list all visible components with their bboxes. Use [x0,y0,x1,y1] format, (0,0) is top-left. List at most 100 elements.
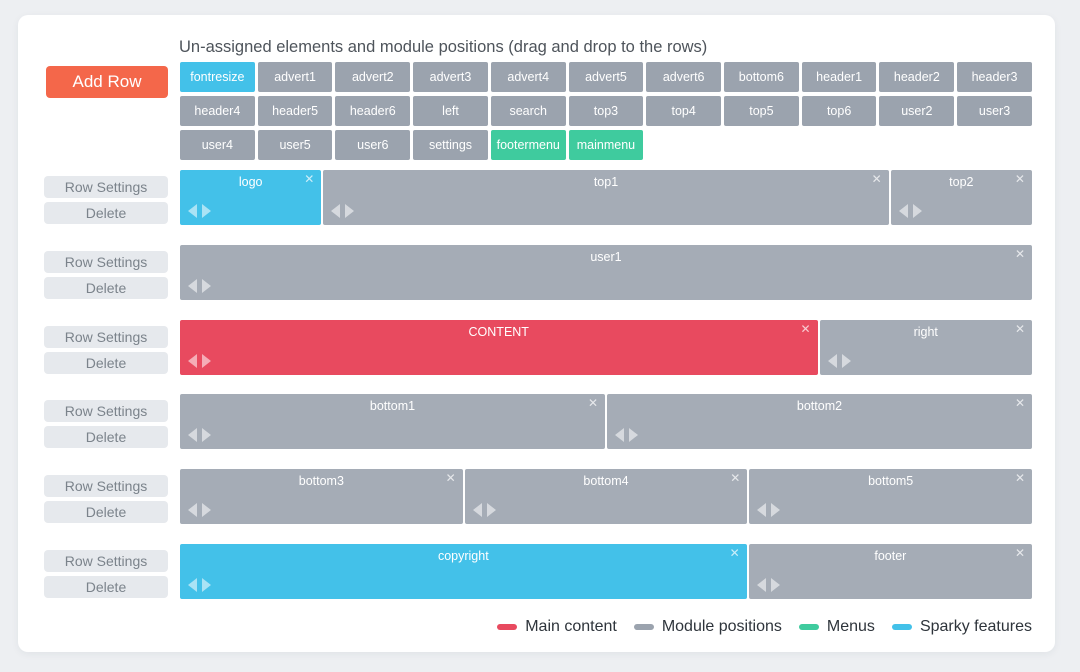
arrow-right-icon[interactable] [770,578,780,592]
chip-bottom6[interactable]: bottom6 [724,62,799,92]
chip-left[interactable]: left [413,96,488,126]
chip-top6[interactable]: top6 [801,96,877,126]
remove-icon[interactable]: ✕ [871,172,882,186]
arrow-left-icon[interactable] [188,279,197,293]
resize-arrows[interactable] [331,204,355,218]
delete-row-button[interactable]: Delete [44,501,168,523]
arrow-left-icon[interactable] [188,503,197,517]
resize-arrows[interactable] [827,354,851,368]
module-block-copyright[interactable]: copyright ✕ [180,544,747,599]
arrow-right-icon[interactable] [202,279,211,293]
module-block-bottom2[interactable]: bottom2 ✕ [607,394,1032,449]
delete-row-button[interactable]: Delete [44,202,168,224]
arrow-right-icon[interactable] [629,428,638,442]
chip-footermenu[interactable]: footermenu [490,130,566,160]
arrow-right-icon[interactable] [486,503,496,517]
arrow-right-icon[interactable] [345,204,355,218]
chip-advert6[interactable]: advert6 [646,62,722,92]
chip-user3[interactable]: user3 [957,96,1032,126]
arrow-left-icon[interactable] [331,204,341,218]
arrow-left-icon[interactable] [472,503,482,517]
arrow-left-icon[interactable] [188,354,197,368]
chip-user5[interactable]: user5 [257,130,333,160]
module-block-user1[interactable]: user1 ✕ [180,245,1032,300]
chip-header6[interactable]: header6 [335,96,411,126]
resize-arrows[interactable] [615,428,638,442]
chip-header1[interactable]: header1 [801,62,877,92]
delete-row-button[interactable]: Delete [44,426,168,448]
remove-icon[interactable]: ✕ [1014,172,1025,186]
chip-user4[interactable]: user4 [180,130,255,160]
remove-icon[interactable]: ✕ [729,546,740,560]
module-block-bottom4[interactable]: bottom4 ✕ [464,469,748,524]
delete-row-button[interactable]: Delete [44,576,168,598]
resize-arrows[interactable] [188,428,211,442]
module-block-bottom5[interactable]: bottom5 ✕ [749,469,1033,524]
arrow-left-icon[interactable] [757,503,767,517]
chip-header4[interactable]: header4 [180,96,255,126]
arrow-left-icon[interactable] [898,204,908,218]
delete-row-button[interactable]: Delete [44,277,168,299]
resize-arrows[interactable] [898,204,922,218]
remove-icon[interactable]: ✕ [730,471,741,485]
chip-user6[interactable]: user6 [335,130,411,160]
module-block-logo[interactable]: logo ✕ [180,170,322,225]
chip-search[interactable]: search [490,96,566,126]
chip-header3[interactable]: header3 [957,62,1032,92]
chip-advert2[interactable]: advert2 [335,62,411,92]
chip-advert4[interactable]: advert4 [490,62,566,92]
module-block-content[interactable]: CONTENT ✕ [180,320,818,375]
arrow-right-icon[interactable] [841,354,851,368]
arrow-right-icon[interactable] [202,354,211,368]
arrow-left-icon[interactable] [188,428,197,442]
resize-arrows[interactable] [188,204,211,218]
remove-icon[interactable]: ✕ [1014,247,1025,261]
module-block-top1[interactable]: top1 ✕ [323,170,889,225]
row-settings-button[interactable]: Row Settings [44,475,168,497]
module-block-bottom3[interactable]: bottom3 ✕ [180,469,463,524]
resize-arrows[interactable] [188,578,211,592]
chip-advert1[interactable]: advert1 [257,62,333,92]
resize-arrows[interactable] [757,503,781,517]
chip-top4[interactable]: top4 [646,96,722,126]
remove-icon[interactable]: ✕ [1014,471,1026,485]
chip-settings[interactable]: settings [413,130,488,160]
chip-header5[interactable]: header5 [257,96,333,126]
chip-mainmenu[interactable]: mainmenu [568,130,644,160]
arrow-right-icon[interactable] [202,204,211,218]
chip-fontresize[interactable]: fontresize [180,62,255,92]
remove-icon[interactable]: ✕ [304,172,315,186]
arrow-left-icon[interactable] [615,428,624,442]
resize-arrows[interactable] [756,578,780,592]
arrow-left-icon[interactable] [188,578,197,592]
chip-user2[interactable]: user2 [879,96,955,126]
row-settings-button[interactable]: Row Settings [44,550,168,572]
module-block-footer[interactable]: footer ✕ [748,544,1032,599]
arrow-right-icon[interactable] [912,204,922,218]
row-settings-button[interactable]: Row Settings [44,176,168,198]
row-settings-button[interactable]: Row Settings [44,251,168,273]
arrow-right-icon[interactable] [202,578,211,592]
resize-arrows[interactable] [188,279,211,293]
chip-advert3[interactable]: advert3 [413,62,488,92]
remove-icon[interactable]: ✕ [1014,322,1025,336]
arrow-left-icon[interactable] [188,204,197,218]
module-block-bottom1[interactable]: bottom1 ✕ [180,394,605,449]
remove-icon[interactable]: ✕ [1014,546,1025,560]
chip-header2[interactable]: header2 [879,62,955,92]
chip-advert5[interactable]: advert5 [568,62,644,92]
remove-icon[interactable]: ✕ [445,471,456,485]
arrow-right-icon[interactable] [202,428,211,442]
remove-icon[interactable]: ✕ [1014,396,1025,410]
arrow-right-icon[interactable] [202,503,211,517]
remove-icon[interactable]: ✕ [800,322,811,336]
chip-top5[interactable]: top5 [724,96,799,126]
arrow-left-icon[interactable] [756,578,766,592]
remove-icon[interactable]: ✕ [587,396,598,410]
delete-row-button[interactable]: Delete [44,352,168,374]
row-settings-button[interactable]: Row Settings [44,326,168,348]
arrow-left-icon[interactable] [827,354,837,368]
add-row-button[interactable]: Add Row [46,66,168,98]
resize-arrows[interactable] [188,503,211,517]
resize-arrows[interactable] [188,354,211,368]
